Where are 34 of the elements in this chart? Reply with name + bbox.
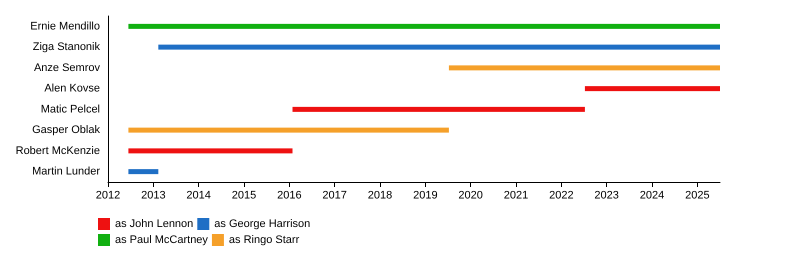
bar — [158, 44, 720, 50]
x-tick-label: 2018 — [368, 190, 392, 202]
x-tick-label: 2012 — [96, 190, 120, 202]
bar — [584, 86, 720, 92]
y-tick-label: Matic Pelcel — [40, 103, 100, 116]
y-tick-label: Alen Kovse — [44, 82, 100, 95]
x-tick-label: 2017 — [322, 190, 347, 202]
y-tick-label: Robert McKenzie — [16, 144, 100, 157]
bar — [128, 148, 293, 154]
x-tick-label: 2024 — [640, 190, 664, 202]
x-tick-label: 2014 — [186, 190, 211, 202]
y-tick-label: Anze Semrov — [34, 62, 100, 74]
legend-label: as George Harrison — [214, 218, 310, 230]
legend-label: as Paul McCartney — [115, 234, 208, 246]
legend-label: as Ringo Starr — [228, 234, 300, 246]
x-tick-label: 2025 — [685, 190, 710, 202]
x-tick-label: 2013 — [141, 190, 166, 202]
bar — [448, 65, 720, 70]
bar — [292, 106, 585, 112]
x-tick-label: 2020 — [458, 190, 483, 202]
bar — [128, 128, 449, 133]
y-tick-label: Ernie Mendillo — [30, 20, 100, 32]
x-tick-label: 2016 — [277, 190, 302, 202]
y-tick-label: Gasper Oblak — [32, 124, 100, 136]
bar — [128, 24, 720, 29]
x-tick-label: 2023 — [594, 190, 619, 202]
x-tick-label: 2015 — [232, 190, 256, 202]
bar — [128, 169, 158, 174]
legend-label: as John Lennon — [115, 218, 194, 230]
y-tick-label: Martin Lunder — [32, 166, 100, 178]
y-tick-label: Ziga Stanonik — [32, 41, 100, 54]
x-tick-label: 2019 — [413, 190, 438, 202]
x-tick-label: 2022 — [549, 190, 574, 202]
x-tick-label: 2021 — [504, 190, 528, 202]
